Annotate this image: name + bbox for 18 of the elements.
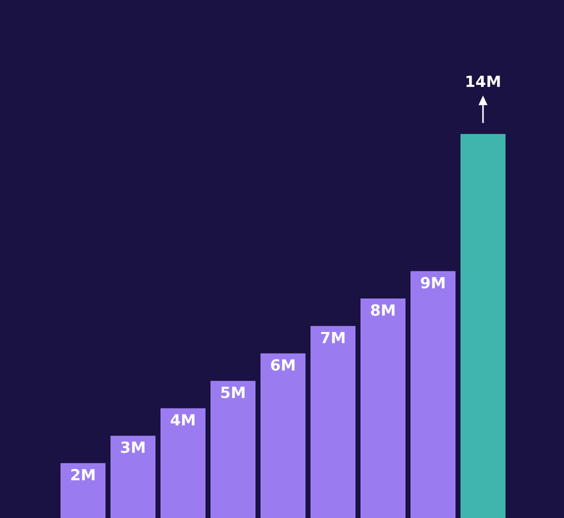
bar [360,298,406,518]
data-label: 9M [420,276,445,288]
bar [60,463,106,518]
bar [410,271,456,518]
bar [460,134,506,518]
data-label: 2M [71,468,95,480]
data-label: 7M [321,332,345,344]
data-label: 6M [271,359,295,371]
data-label: 3M [121,441,145,454]
bar [210,380,256,518]
bar [260,353,306,518]
data-label: 5M [221,386,245,398]
data-label: 14M [466,76,500,87]
data-label: 8M [371,304,395,316]
bar [310,326,356,518]
bar [160,408,206,518]
bar [110,436,156,518]
data-label: 4M [170,414,195,426]
